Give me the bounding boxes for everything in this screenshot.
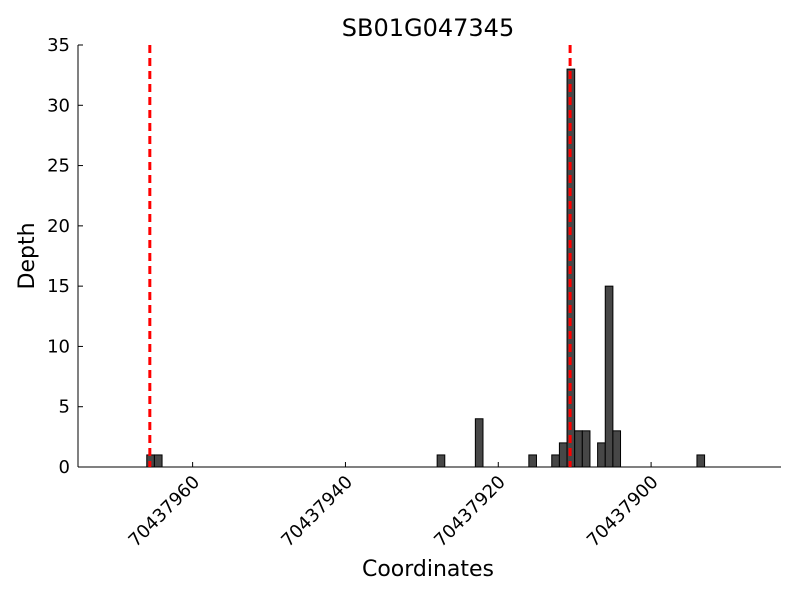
bar: [612, 430, 622, 468]
y-tick-label: 30: [47, 95, 70, 116]
bar: [604, 285, 614, 468]
x-axis-label: Coordinates: [362, 557, 494, 582]
bar: [574, 430, 583, 468]
bar: [551, 454, 560, 468]
bar: [696, 454, 706, 468]
x-tick-label: 70437940: [277, 472, 357, 552]
y-tick-label: 35: [47, 35, 70, 56]
y-axis-label: Depth: [15, 222, 40, 289]
x-tick-label: 70437900: [583, 472, 663, 552]
bar: [597, 442, 606, 468]
y-tick-label: 15: [47, 276, 70, 297]
y-tick-label: 10: [47, 336, 70, 357]
bar: [581, 430, 591, 468]
bar: [528, 454, 537, 468]
bar: [153, 454, 163, 468]
bar: [436, 454, 446, 468]
y-tick-label: 25: [47, 156, 70, 177]
x-tick-label: 70437960: [125, 472, 205, 552]
y-tick-label: 0: [59, 457, 70, 478]
x-tick-label: 70437920: [430, 472, 510, 552]
bar: [558, 442, 568, 468]
y-tick-label: 20: [47, 216, 70, 237]
chart-title: SB01G047345: [342, 14, 514, 42]
y-tick-label: 5: [59, 397, 70, 418]
bar: [474, 418, 484, 468]
